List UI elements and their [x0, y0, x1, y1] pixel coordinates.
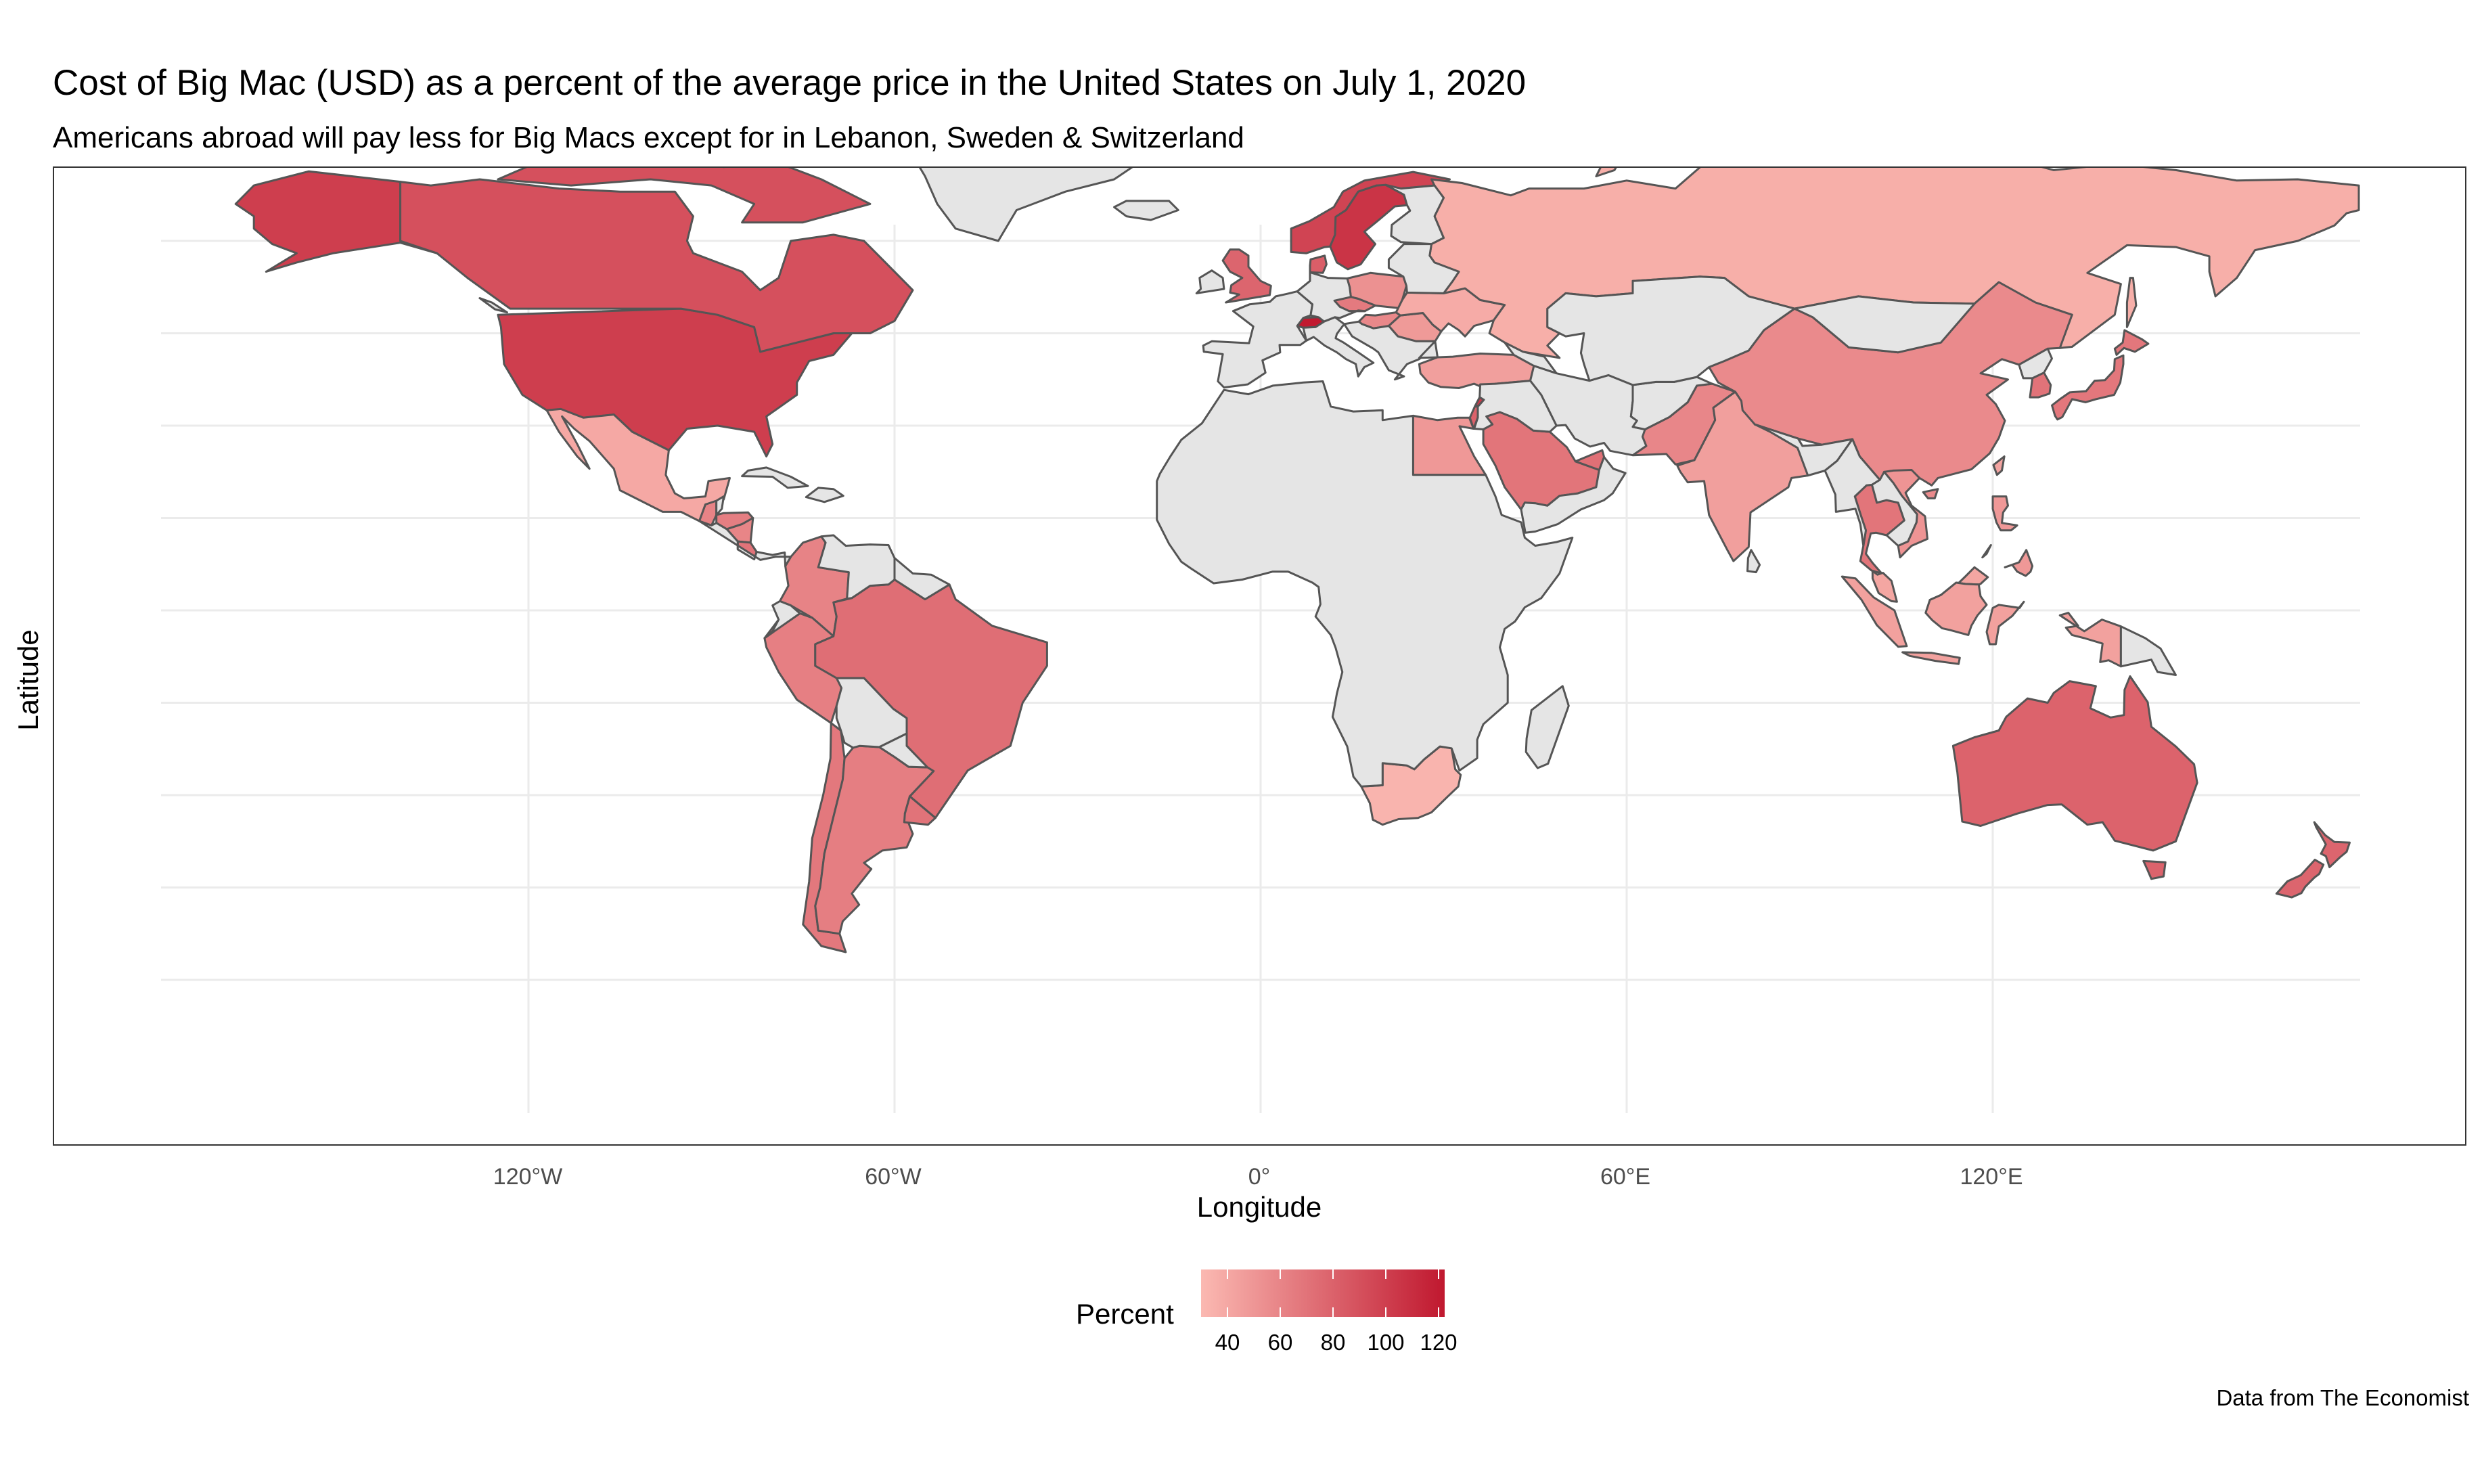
country-malaysia	[1871, 570, 1898, 603]
x-tick-label: 120°E	[1960, 1164, 2023, 1190]
legend-tick-label: 100	[1367, 1330, 1405, 1355]
country-no-data	[478, 297, 508, 314]
legend-tick-label: 120	[1420, 1330, 1458, 1355]
legend-title: Percent	[1076, 1298, 1174, 1330]
x-tick-label: 120°W	[493, 1164, 563, 1190]
country-no-data	[878, 732, 929, 769]
country-no-data	[763, 600, 801, 639]
legend-tick-label: 40	[1215, 1330, 1240, 1355]
country-no-data	[1824, 438, 1881, 547]
country-philippines	[2004, 549, 2034, 577]
world-map	[161, 168, 2360, 1113]
country-no-data	[1195, 269, 1225, 294]
country-no-data	[1871, 470, 1918, 547]
map-panel	[53, 166, 2466, 1146]
country-russia	[1595, 168, 1617, 177]
country-no-data	[1202, 290, 1314, 389]
country-new-zealand	[2275, 859, 2325, 899]
country-china	[1922, 488, 1939, 499]
country-no-data	[1793, 295, 1976, 354]
chart-title: Cost of Big Mac (USD) as a percent of th…	[53, 63, 1527, 103]
country-no-data	[2119, 625, 2177, 676]
country-no-data	[835, 677, 908, 749]
country-no-data	[1746, 549, 1761, 574]
x-tick-label: 60°E	[1600, 1164, 1651, 1190]
country-no-data	[1981, 544, 1992, 559]
legend-tick-label: 60	[1267, 1330, 1293, 1355]
country-australia	[2142, 859, 2167, 880]
country-indonesia	[1985, 600, 2025, 646]
country-no-data	[2018, 347, 2053, 380]
country-philippines	[1991, 495, 2018, 532]
country-no-data	[741, 466, 809, 489]
country-new-zealand	[2313, 821, 2351, 868]
country-no-data	[1113, 200, 1179, 221]
country-united-kingdom	[1221, 248, 1272, 304]
country-no-data	[1546, 275, 1796, 386]
country-canada	[497, 168, 872, 224]
legend-colorbar	[1201, 1269, 1445, 1317]
country-no-data	[805, 487, 844, 503]
chart-subtitle: Americans abroad will pay less for Big M…	[53, 121, 1244, 154]
country-no-data	[893, 557, 951, 601]
country-denmark	[1309, 254, 1328, 274]
country-no-data	[1418, 340, 1439, 359]
country-argentina	[814, 744, 935, 935]
x-axis-title: Longitude	[1196, 1191, 1322, 1223]
country-canada	[399, 178, 914, 353]
countries	[234, 168, 2360, 953]
country-russia	[2125, 277, 2138, 328]
x-tick-label: 0°	[1248, 1164, 1271, 1190]
country-no-data	[918, 168, 1133, 242]
country-indonesia	[2058, 612, 2122, 668]
country-no-data	[698, 520, 792, 567]
country-indonesia	[1841, 575, 1908, 648]
country-no-data	[715, 495, 725, 516]
country-japan	[2051, 354, 2125, 421]
country-australia	[1951, 675, 2198, 852]
country-no-data	[1302, 316, 1375, 378]
country-no-data	[1525, 685, 1570, 769]
country-indonesia	[1901, 651, 1961, 665]
y-axis-title: Latitude	[12, 629, 44, 731]
country-japan	[2113, 329, 2150, 356]
country-indonesia	[1924, 581, 1988, 636]
country-no-data	[1520, 455, 1627, 534]
legend-tick-label: 80	[1320, 1330, 1346, 1355]
source-caption: Data from The Economist	[2216, 1385, 2469, 1410]
country-united-states	[234, 170, 438, 273]
country-no-data	[817, 534, 896, 600]
country-uruguay	[903, 795, 936, 826]
country-no-data	[1384, 183, 1445, 246]
country-taiwan	[1992, 455, 2006, 476]
x-tick-label: 60°W	[865, 1164, 922, 1190]
country-no-data	[1156, 380, 1574, 788]
